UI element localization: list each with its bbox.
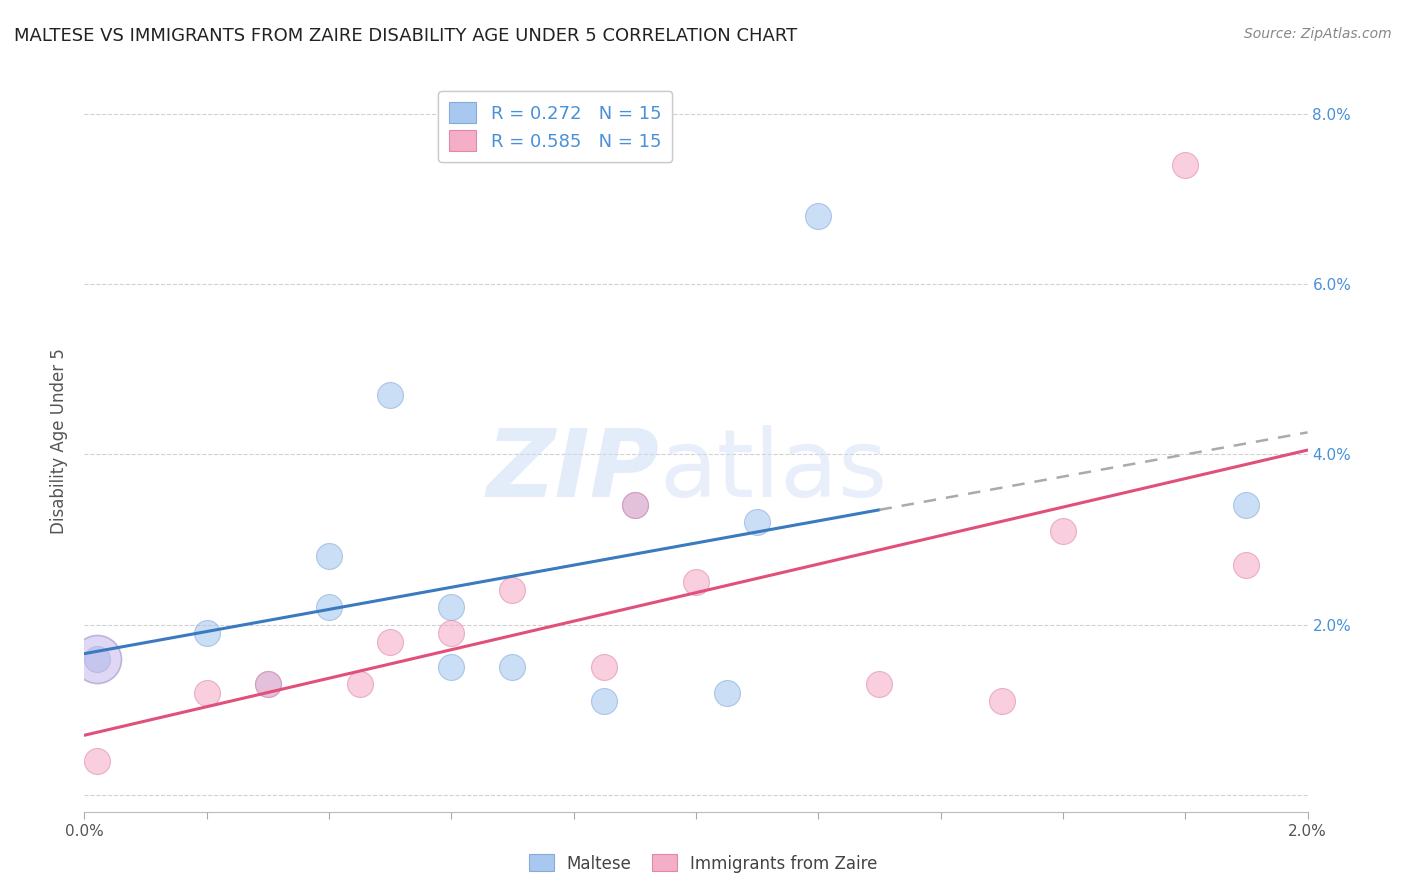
Point: [869, 677, 891, 691]
Point: [624, 499, 647, 513]
Point: [807, 209, 830, 223]
Text: atlas: atlas: [659, 425, 887, 517]
Point: [502, 660, 524, 674]
Point: [86, 754, 108, 768]
Text: Source: ZipAtlas.com: Source: ZipAtlas.com: [1244, 27, 1392, 41]
Legend: R = 0.272   N = 15, R = 0.585   N = 15: R = 0.272 N = 15, R = 0.585 N = 15: [439, 92, 672, 162]
Point: [1052, 524, 1074, 538]
Point: [593, 660, 616, 674]
Point: [593, 694, 616, 708]
Point: [380, 388, 402, 402]
Legend: Maltese, Immigrants from Zaire: Maltese, Immigrants from Zaire: [522, 847, 884, 880]
Point: [86, 651, 108, 665]
Point: [440, 660, 463, 674]
Point: [440, 600, 463, 615]
Point: [991, 694, 1014, 708]
Point: [716, 685, 738, 699]
Point: [685, 574, 707, 589]
Point: [380, 634, 402, 648]
Point: [318, 600, 340, 615]
Point: [195, 626, 218, 640]
Point: [86, 651, 108, 665]
Y-axis label: Disability Age Under 5: Disability Age Under 5: [51, 349, 69, 534]
Point: [318, 549, 340, 564]
Point: [1236, 558, 1258, 572]
Text: ZIP: ZIP: [486, 425, 659, 517]
Point: [440, 626, 463, 640]
Point: [502, 583, 524, 598]
Point: [257, 677, 280, 691]
Point: [624, 499, 647, 513]
Point: [195, 685, 218, 699]
Point: [1236, 499, 1258, 513]
Point: [257, 677, 280, 691]
Text: MALTESE VS IMMIGRANTS FROM ZAIRE DISABILITY AGE UNDER 5 CORRELATION CHART: MALTESE VS IMMIGRANTS FROM ZAIRE DISABIL…: [14, 27, 797, 45]
Point: [1174, 158, 1197, 172]
Point: [747, 516, 769, 530]
Point: [349, 677, 371, 691]
